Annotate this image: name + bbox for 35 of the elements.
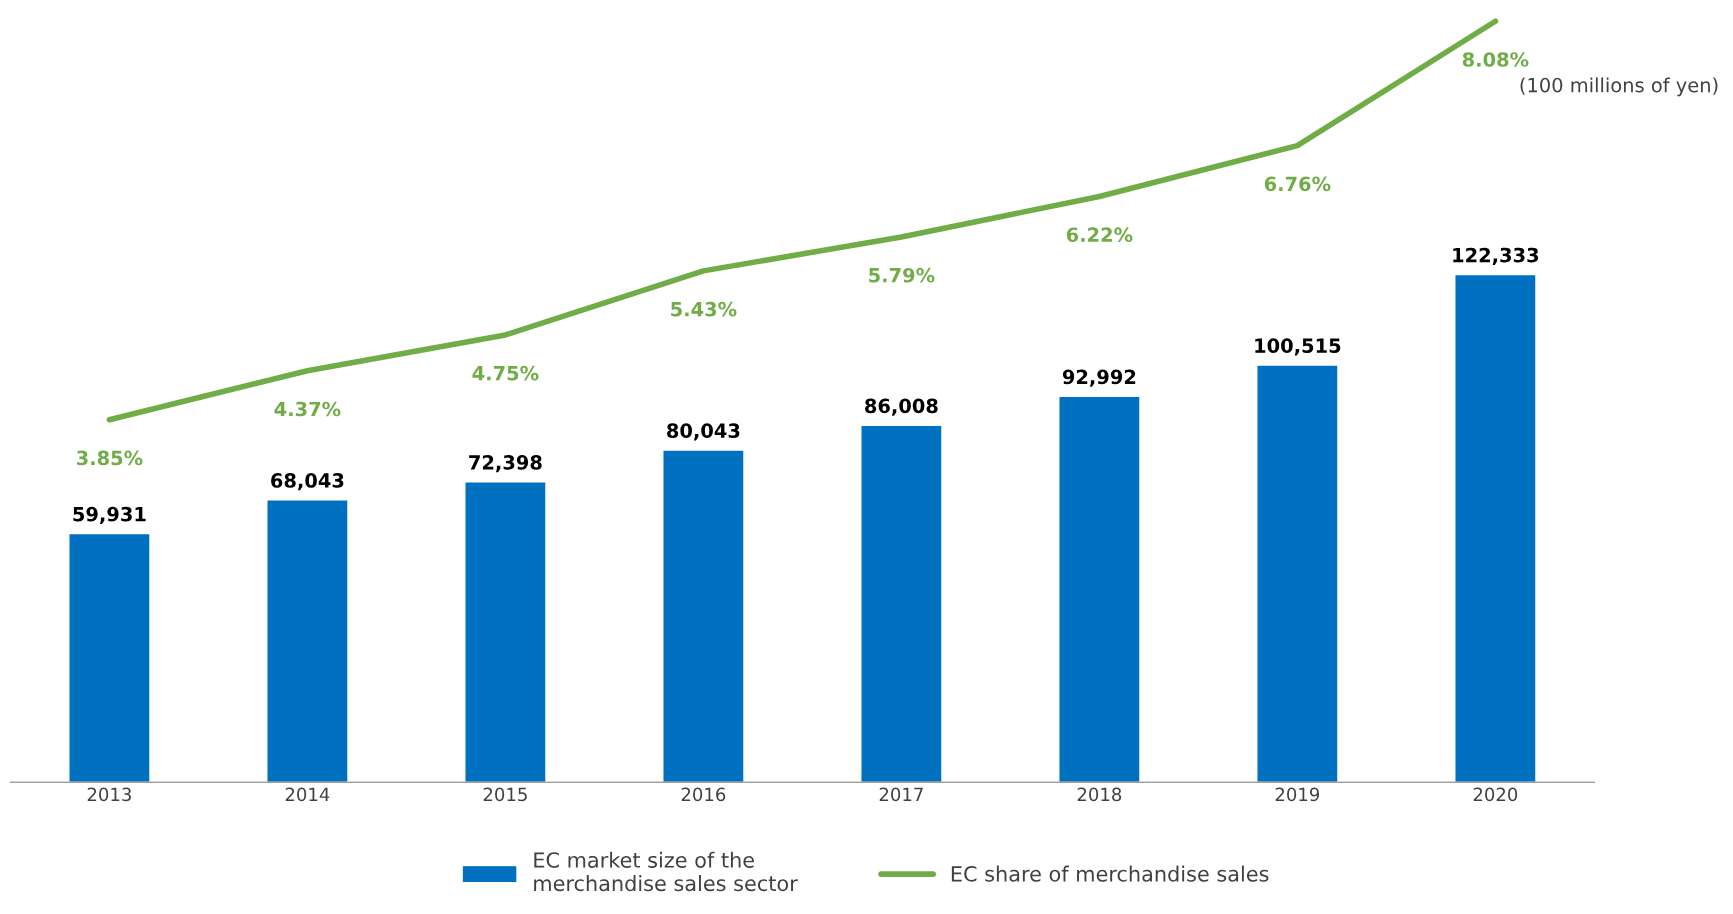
data-label: 4.37% <box>274 401 341 417</box>
bar <box>1058 395 1141 783</box>
x-tick-label: 2015 <box>483 787 527 802</box>
data-label: 6.76% <box>1264 176 1331 192</box>
bar <box>68 532 151 783</box>
x-tick-label: 2017 <box>879 787 923 802</box>
x-tick-label: 2018 <box>1077 787 1122 802</box>
data-label: 8.08% <box>1462 52 1529 67</box>
x-tick-label: 2020 <box>1473 787 1518 802</box>
legend-label: EC market size of the merchandise sales sector <box>534 851 798 892</box>
data-label: 122,333 <box>1453 247 1539 265</box>
bar <box>464 481 547 783</box>
data-label: 3.85% <box>76 450 143 466</box>
data-label: 4.75% <box>472 365 539 381</box>
data-label: 68,043 <box>271 473 344 491</box>
bar <box>266 499 349 783</box>
data-label: 80,043 <box>667 423 740 441</box>
x-tick-label: 2016 <box>681 787 726 802</box>
data-label: 100,515 <box>1255 338 1341 356</box>
data-label: 5.43% <box>671 301 737 317</box>
x-tick-label: 2019 <box>1275 787 1320 802</box>
x-tick-label: 2013 <box>87 787 131 802</box>
data-label: 72,398 <box>469 455 542 473</box>
data-label: 92,992 <box>1062 369 1136 387</box>
bar <box>860 424 943 783</box>
bar <box>662 449 745 783</box>
data-label: 6.22% <box>1066 227 1133 243</box>
text: (100 millions of yen) <box>1520 77 1718 97</box>
data-label: 86,008 <box>865 398 938 416</box>
bar <box>1454 273 1537 783</box>
legend-label: EC share of merchandise sales <box>951 865 1269 882</box>
data-label: 59,931 <box>73 506 146 524</box>
bar <box>1256 364 1339 783</box>
x-tick-label: 2014 <box>285 787 330 802</box>
data-label: 5.79% <box>869 267 935 283</box>
